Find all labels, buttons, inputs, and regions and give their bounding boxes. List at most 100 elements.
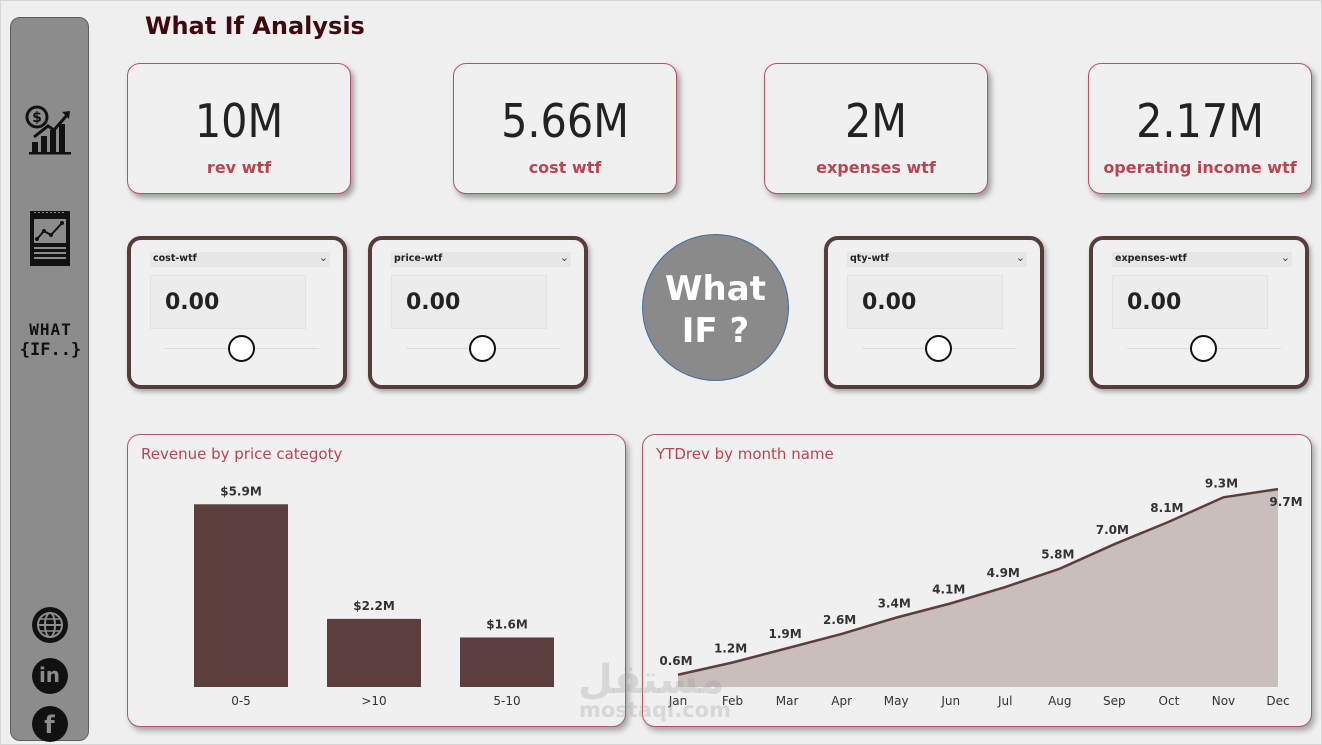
page-title: What If Analysis (145, 12, 365, 40)
x-tick-label: Sep (1103, 694, 1126, 708)
x-tick-label: 0-5 (231, 694, 251, 708)
slider-handle[interactable] (228, 335, 255, 362)
slicer-value: 0.00 (1127, 290, 1182, 315)
slicer-title: price-wtf (394, 253, 443, 264)
sidebar: $ WHAT {IF..} in f (10, 17, 90, 742)
watermark-latin: mostaql.com (579, 698, 731, 722)
x-tick-label: Apr (831, 694, 852, 708)
chevron-down-icon[interactable]: ⌄ (1280, 251, 1290, 264)
x-tick-label: Aug (1048, 694, 1071, 708)
x-tick-label: Dec (1266, 694, 1289, 708)
slicer-qty-wtf: qty-wtf ⌄ 0.00 (824, 236, 1044, 389)
point-data-label: 9.7M (1269, 495, 1302, 509)
slicer-header[interactable]: cost-wtf ⌄ (150, 251, 330, 267)
watermark: مستقل mostaql.com (578, 660, 731, 722)
kpi-card-rev: 10M rev wtf (127, 63, 351, 194)
kpi-value: 2.17M (1136, 94, 1264, 148)
x-tick-label: Jan (668, 694, 688, 708)
slicer-cost-wtf: cost-wtf ⌄ 0.00 (127, 236, 347, 389)
chevron-down-icon[interactable]: ⌄ (318, 251, 328, 264)
bar->10[interactable] (327, 618, 421, 687)
x-tick-label: Oct (1159, 694, 1180, 708)
what-if-button[interactable]: What IF ? (642, 234, 789, 381)
facebook-text: f (44, 711, 55, 739)
slicer-title: qty-wtf (850, 253, 889, 264)
x-tick-label: >10 (361, 694, 386, 708)
slicer-value: 0.00 (862, 290, 917, 315)
bar-0-5[interactable] (194, 504, 288, 687)
x-tick-label: Jun (940, 694, 960, 708)
bar-data-label: $2.2M (353, 599, 395, 613)
x-tick-label: Nov (1212, 694, 1235, 708)
chart-title: YTDrev by month name (656, 445, 834, 463)
point-data-label: 1.9M (768, 627, 801, 641)
kpi-label: expenses wtf (816, 158, 936, 177)
bar-data-label: $1.6M (486, 617, 528, 631)
slicer-value: 0.00 (406, 290, 461, 315)
slicer-expenses-wtf: expenses-wtf ⌄ 0.00 (1089, 236, 1309, 389)
x-tick-label: Jul (997, 694, 1012, 708)
x-tick-label: 5-10 (493, 694, 520, 708)
kpi-label: rev wtf (206, 158, 272, 177)
slicer-header[interactable]: price-wtf ⌄ (391, 251, 571, 267)
slicer-title: expenses-wtf (1115, 253, 1187, 264)
slicer-header[interactable]: expenses-wtf ⌄ (1112, 251, 1292, 267)
slider-handle[interactable] (469, 335, 496, 362)
chevron-down-icon[interactable]: ⌄ (1015, 251, 1025, 264)
bar-chart: $5.9M 0-5 $2.2M >10 $1.6M 5-10 (194, 484, 554, 708)
report-icon[interactable] (27, 210, 73, 268)
area-fill (678, 489, 1278, 687)
kpi-value: 2M (844, 94, 908, 148)
kpi-label: cost wtf (528, 158, 602, 177)
slicer-value-input[interactable]: 0.00 (150, 275, 306, 329)
point-data-label: 9.3M (1205, 476, 1238, 490)
bar-data-label: $5.9M (220, 484, 262, 498)
svg-text:$: $ (32, 110, 42, 126)
point-data-label: 3.4M (878, 597, 911, 611)
slicer-header[interactable]: qty-wtf ⌄ (847, 251, 1027, 267)
chart-ytd-revenue-by-month: YTDrev by month name 0.6M Jan 1.2M Feb 1.9M M… (642, 434, 1312, 727)
slicer-title: cost-wtf (153, 253, 197, 264)
slicer-price-wtf: price-wtf ⌄ 0.00 (368, 236, 588, 389)
point-data-label: 7.0M (1096, 523, 1129, 537)
what-if-line1: What (665, 269, 766, 309)
what-if-logo-line2: {IF..} (19, 340, 82, 360)
slicer-value-input[interactable]: 0.00 (391, 275, 547, 329)
point-data-label: 1.2M (714, 642, 747, 656)
point-data-label: 2.6M (823, 613, 856, 627)
point-data-label: 0.6M (659, 654, 692, 668)
watermark-arabic: مستقل (578, 657, 725, 703)
bar-5-10[interactable] (460, 637, 554, 687)
slider-handle[interactable] (1190, 335, 1217, 362)
x-tick-label: May (884, 694, 909, 708)
kpi-card-expenses: 2M expenses wtf (764, 63, 988, 194)
kpi-card-operating-income: 2.17M operating income wtf (1088, 63, 1312, 194)
chart-title: Revenue by price categoty (141, 445, 343, 463)
kpi-label: operating income wtf (1103, 158, 1297, 177)
revenue-growth-icon[interactable]: $ (24, 104, 76, 156)
x-tick-label: Feb (722, 694, 743, 708)
point-data-label: 8.1M (1150, 501, 1183, 515)
kpi-card-cost: 5.66M cost wtf (453, 63, 677, 194)
globe-icon[interactable] (31, 606, 69, 644)
slider-handle[interactable] (925, 335, 952, 362)
x-tick-label: Mar (776, 694, 799, 708)
what-if-logo-line1: WHAT (29, 320, 72, 339)
area-chart: 0.6M Jan 1.2M Feb 1.9M Mar 2.6M Apr 3.4M May 4.1M J… (659, 476, 1302, 708)
series-line[interactable] (677, 487, 1279, 676)
slicer-value-input[interactable]: 0.00 (847, 275, 1003, 329)
facebook-icon[interactable]: f (31, 706, 68, 742)
chevron-down-icon[interactable]: ⌄ (559, 251, 569, 264)
point-data-label: 5.8M (1041, 548, 1074, 562)
linkedin-text: in (38, 663, 61, 687)
chart-revenue-by-price-category: Revenue by price categoty $5.9M 0-5 $2.2M >… (127, 434, 626, 727)
slicer-value: 0.00 (165, 290, 220, 315)
kpi-value: 5.66M (501, 94, 629, 148)
what-if-line2: IF ? (681, 311, 750, 351)
linkedin-icon[interactable]: in (31, 658, 68, 694)
slicer-value-input[interactable]: 0.00 (1112, 275, 1268, 329)
point-data-label: 4.9M (987, 566, 1020, 580)
kpi-value: 10M (194, 94, 284, 148)
point-data-label: 4.1M (932, 582, 965, 596)
what-if-logo-icon[interactable]: WHAT {IF..} (11, 320, 90, 360)
